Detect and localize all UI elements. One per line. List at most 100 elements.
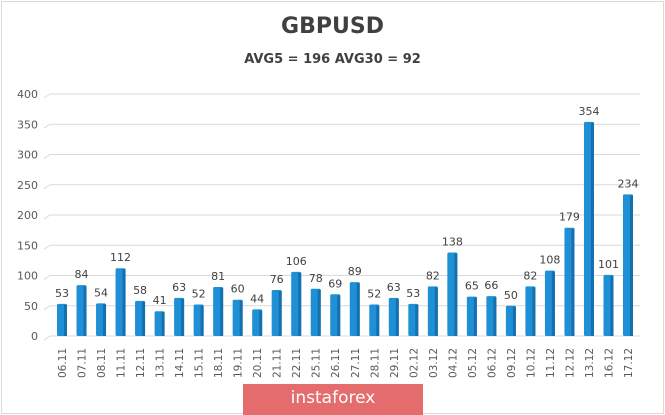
data-label: 52: [367, 288, 381, 301]
bar-side: [551, 271, 555, 336]
bar-side: [630, 195, 633, 336]
gridline-depth: [43, 275, 51, 280]
bar-side: [493, 297, 497, 336]
chart-title: GBPUSD: [281, 14, 384, 39]
x-tick-label: 16.12: [603, 348, 615, 378]
gridline-depth: [43, 123, 51, 129]
data-label: 84: [75, 268, 89, 281]
data-label: 81: [211, 270, 225, 283]
x-tick-label: 13.12: [584, 348, 596, 378]
bar-side: [83, 286, 87, 336]
instaforex-logo: instaforex: [243, 384, 423, 415]
data-label: 65: [465, 280, 479, 293]
gridline-depth: [43, 244, 51, 250]
data-label: 41: [153, 294, 167, 307]
bar-side: [454, 253, 458, 336]
bar-side: [610, 275, 614, 336]
data-label: 78: [309, 272, 323, 285]
data-label: 89: [348, 265, 362, 278]
data-label: 50: [504, 289, 518, 302]
data-label: 101: [598, 258, 619, 271]
y-tick-label: 350: [17, 118, 38, 131]
x-tick-label: 06.11: [57, 348, 69, 378]
bar-side: [473, 297, 477, 336]
data-label: 54: [94, 286, 108, 299]
y-tick-label: 150: [17, 239, 38, 252]
x-tick-label: 28.11: [369, 348, 381, 378]
data-label: 112: [110, 251, 131, 264]
y-tick-label: 300: [17, 149, 38, 162]
x-tick-label: 06.12: [486, 348, 498, 378]
data-label: 58: [133, 284, 147, 297]
bar-side: [220, 287, 224, 336]
x-tick-label: 11.12: [545, 348, 557, 378]
y-tick-label: 0: [31, 330, 38, 343]
x-tick-label: 11.11: [116, 348, 128, 378]
bar-side: [415, 304, 419, 336]
data-label: 60: [231, 283, 245, 296]
bar-side: [181, 298, 185, 336]
bar-side: [161, 312, 165, 336]
data-label: 52: [192, 288, 206, 301]
bar-side: [571, 228, 575, 336]
data-label: 63: [387, 281, 401, 294]
x-tick-label: 12.12: [564, 348, 576, 378]
bar-side: [434, 287, 438, 336]
data-label: 63: [172, 281, 186, 294]
bar-side: [317, 289, 321, 336]
data-label: 82: [426, 269, 440, 282]
x-tick-label: 25.11: [311, 348, 323, 378]
x-tick-label: 26.11: [330, 348, 342, 378]
bar-side: [122, 269, 126, 336]
bar-side: [142, 301, 146, 336]
y-tick-label: 400: [17, 88, 38, 101]
bar-side: [200, 305, 204, 336]
x-tick-label: 22.11: [291, 348, 303, 378]
x-tick-label: 09.12: [506, 348, 518, 378]
bar-side: [590, 122, 594, 336]
bar-side: [376, 305, 380, 336]
x-tick-label: 20.11: [252, 348, 264, 378]
x-tick-label: 18.11: [213, 348, 225, 378]
x-tick-label: 07.11: [77, 348, 89, 378]
x-tick-label: 12.11: [135, 348, 147, 378]
bar-side: [395, 298, 399, 336]
bar-side: [356, 283, 360, 336]
x-tick-label: 05.12: [467, 348, 479, 378]
data-label: 53: [406, 287, 420, 300]
data-label: 106: [286, 255, 307, 268]
bar-side: [259, 310, 263, 336]
x-tick-label: 08.11: [96, 348, 108, 378]
data-label: 354: [578, 105, 599, 118]
bar-side: [512, 306, 516, 336]
gridline-depth: [43, 184, 51, 190]
gridline-depth: [43, 214, 51, 220]
x-tick-label: 02.12: [408, 348, 420, 378]
gridline-depth: [43, 305, 51, 311]
x-tick-label: 29.11: [389, 348, 401, 378]
gridline-depth: [43, 335, 51, 341]
x-tick-label: 27.11: [350, 348, 362, 378]
gridline-depth: [43, 154, 51, 159]
x-tick-label: 21.11: [272, 348, 284, 378]
y-tick-label: 250: [17, 179, 38, 192]
bar-side: [278, 291, 282, 336]
x-tick-label: 04.12: [447, 348, 459, 378]
data-label: 82: [523, 269, 537, 282]
bar-side: [239, 300, 243, 336]
data-label: 138: [442, 236, 463, 249]
chart-subtitle: AVG5 = 196 AVG30 = 92: [244, 52, 421, 67]
y-tick-label: 200: [17, 209, 38, 222]
bar-side: [64, 304, 67, 336]
y-tick-label: 50: [24, 300, 38, 313]
x-tick-label: 14.11: [174, 348, 186, 378]
data-label: 66: [484, 279, 498, 292]
bar-side: [298, 272, 302, 336]
x-tick-label: 03.12: [428, 348, 440, 378]
x-tick-label: 17.12: [623, 348, 635, 378]
data-label: 234: [618, 177, 639, 190]
data-label: 179: [559, 211, 580, 224]
bar-side: [532, 287, 536, 336]
data-label: 108: [539, 254, 560, 267]
